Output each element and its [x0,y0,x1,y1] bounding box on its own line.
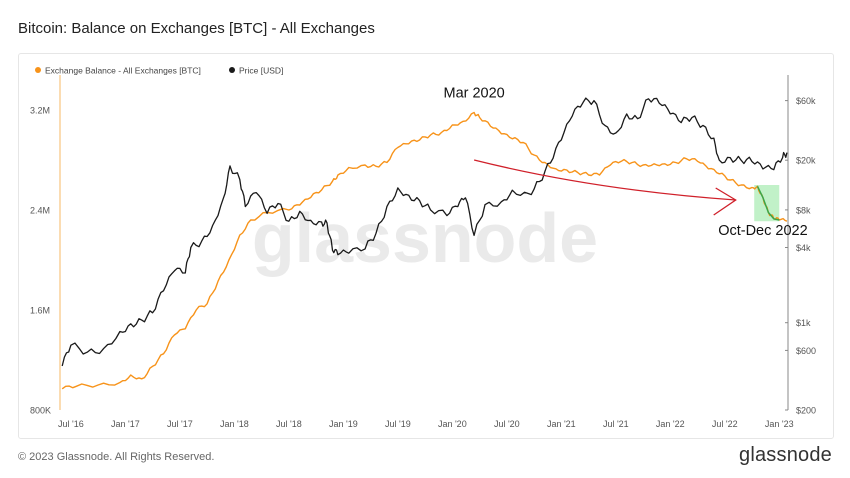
x-tick-label: Jan '19 [329,419,358,429]
trend-arrow-line [473,159,736,201]
legend-marker-balance [35,67,41,73]
y-right-tick-label: $20k [796,156,816,166]
y-right-tick-label: $4k [796,243,811,253]
x-tick-label: Jan '20 [438,419,467,429]
balance-series-line [61,111,788,390]
x-tick-label: Jan '17 [111,419,140,429]
annotations: Mar 2020 Oct-Dec 2022 [443,86,807,240]
legend-label-balance: Exchange Balance - All Exchanges [BTC] [45,66,201,76]
x-tick-label: Jan '18 [220,419,249,429]
chart-frame [18,53,834,439]
chart-title: Bitcoin: Balance on Exchanges [BTC] - Al… [18,20,375,37]
brand-logo: glassnode [739,444,832,466]
x-tick-label: Jul '19 [385,419,411,429]
x-tick-label: Jan '22 [656,419,685,429]
highlight-series-segment [756,185,780,221]
y-left-tick-label: 1.6M [30,306,50,316]
y-right-tick-label: $60k [796,96,816,106]
y-left-tick-label: 3.2M [30,106,50,116]
x-tick-label: Jul '18 [276,419,302,429]
y-right-tick-label: $8k [796,205,811,215]
y-left-tick-label: 800K [30,406,51,416]
watermark: glassnode [252,199,598,277]
y-left-tick-label: 2.4M [30,206,50,216]
y-right-tick-label: $1k [796,318,811,328]
price-series-line [61,97,788,367]
y-right-tick-label: $200 [796,406,816,416]
chart-marks [61,97,788,390]
axes: 800K 1.6M 2.4M 3.2M $200 $600 $1k $4k $8k $20k $60… [30,75,816,429]
x-tick-label: Jan '23 [765,419,794,429]
annotation-oct-dec-2022: Oct-Dec 2022 [718,223,807,239]
x-tick-label: Jul '21 [603,419,629,429]
x-tick-label: Jan '21 [547,419,576,429]
x-tick-label: Jul '22 [712,419,738,429]
x-tick-label: Jul '17 [167,419,193,429]
legend-marker-price [229,67,235,73]
x-tick-label: Jul '20 [494,419,520,429]
x-tick-label: Jul '16 [58,419,84,429]
y-right-tick-label: $600 [796,346,816,356]
copyright: © 2023 Glassnode. All Rights Reserved. [18,451,215,463]
legend: Exchange Balance - All Exchanges [BTC] Pr… [35,66,283,76]
highlight-box [754,185,780,222]
annotation-mar-2020: Mar 2020 [443,86,504,102]
trend-arrow-head [713,187,737,216]
legend-label-price: Price [USD] [239,66,283,76]
